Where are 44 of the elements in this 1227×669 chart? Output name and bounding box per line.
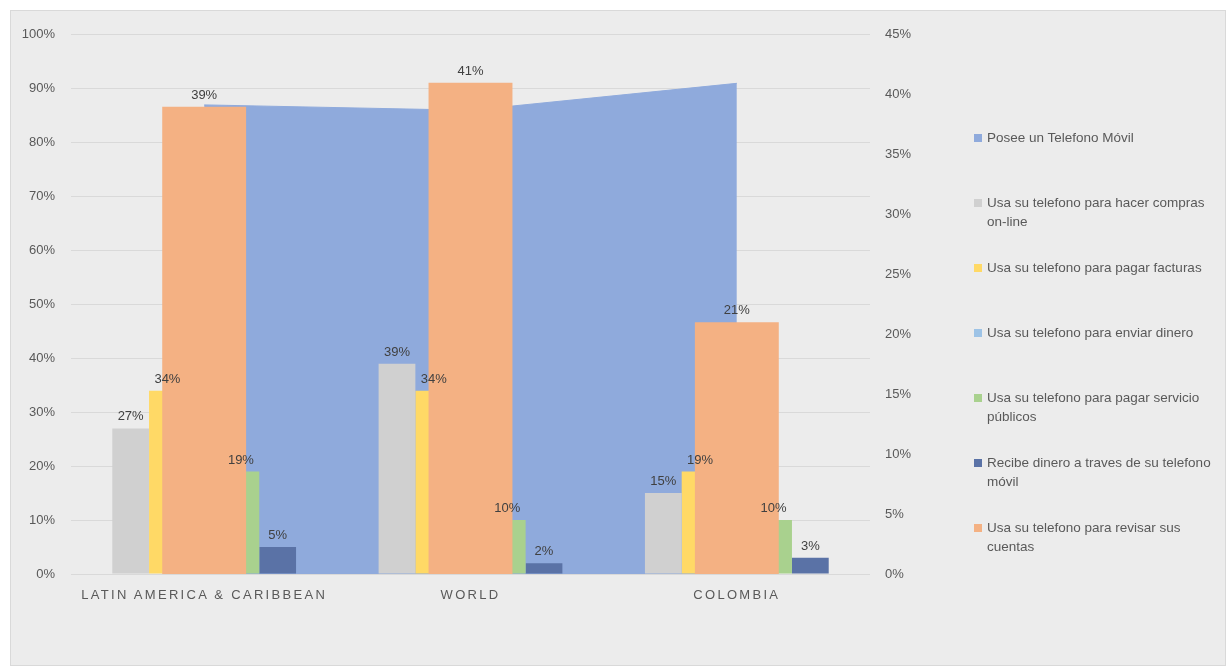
x-tick-label: WORLD — [440, 586, 501, 602]
y-tick-label: 0% — [36, 565, 56, 581]
y2-tick-label: 35% — [885, 146, 912, 162]
y2-tick-label: 45% — [885, 26, 912, 42]
y2-tick-label: 0% — [885, 565, 905, 581]
legend-label: Usa su telefono para pagar facturas — [987, 259, 1203, 277]
y2-tick-label: 40% — [885, 86, 912, 102]
data-label: 27% — [117, 408, 145, 424]
bar — [791, 557, 829, 574]
y2-tick-label: 15% — [885, 385, 912, 401]
data-label: 2% — [534, 543, 554, 559]
y2-tick-label: 10% — [885, 445, 912, 461]
y2-tick-label: 25% — [885, 266, 912, 282]
y-tick-label: 50% — [28, 295, 56, 311]
legend-label: Usa su telefono para revisar sus cuentas — [987, 519, 1182, 556]
data-label: 21% — [723, 302, 751, 318]
x-tick-label: COLOMBIA — [693, 586, 781, 602]
y2-tick-label: 30% — [885, 206, 912, 222]
y2-tick-label: 5% — [885, 505, 905, 521]
y-tick-label: 10% — [28, 511, 56, 527]
legend-label: Usa su telefono para hacer compras on-line — [987, 194, 1206, 231]
data-label: 19% — [687, 451, 714, 467]
legend-label: Posee un Telefono Móvil — [987, 129, 1135, 147]
y-tick-label: 90% — [28, 80, 56, 96]
data-label: 15% — [650, 473, 677, 489]
y-tick-label: 80% — [28, 134, 56, 150]
data-label: 39% — [191, 86, 218, 102]
data-label: 41% — [457, 62, 484, 78]
bar — [525, 563, 563, 574]
data-label: 5% — [268, 527, 288, 543]
legend-label: Recibe dinero a traves de su telefono móvil — [987, 454, 1212, 491]
y2-tick-label: 20% — [885, 325, 912, 341]
legend-label: Usa su telefono para enviar dinero — [987, 324, 1195, 342]
y-tick-label: 60% — [28, 242, 56, 258]
x-tick-label: LATIN AMERICA & CARIBBEAN — [81, 586, 328, 602]
legend-label: Usa su telefono para pagar servicio públicos — [987, 389, 1201, 426]
data-label: 39% — [383, 343, 411, 359]
y-tick-label: 100% — [21, 26, 56, 42]
y-tick-label: 40% — [28, 349, 56, 365]
y-tick-label: 20% — [28, 457, 56, 473]
bar — [259, 547, 297, 574]
data-label: 3% — [800, 537, 821, 553]
y-tick-label: 70% — [28, 188, 56, 204]
y-tick-label: 30% — [28, 403, 56, 419]
